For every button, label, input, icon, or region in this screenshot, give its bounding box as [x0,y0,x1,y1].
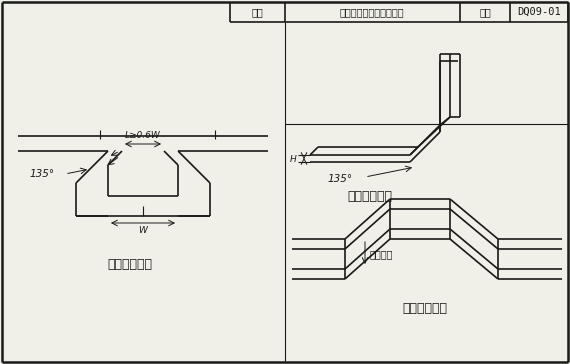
Text: L≥0.6W: L≥0.6W [125,131,161,140]
Text: 135°: 135° [327,174,353,184]
Text: H: H [289,154,296,163]
Text: DQ09-01: DQ09-01 [517,7,561,17]
Text: 槽架垂直弯头: 槽架垂直弯头 [348,190,393,202]
Text: 翻弯角度: 翻弯角度 [370,249,393,259]
Text: 135°: 135° [30,169,55,179]
Text: 图号: 图号 [479,7,491,17]
Text: 图名: 图名 [251,7,263,17]
Text: 电缆桥架变向处连接做法: 电缆桥架变向处连接做法 [340,7,404,17]
Text: 槽架水平三通: 槽架水平三通 [108,257,153,270]
Text: 槽架水平齿弯: 槽架水平齿弯 [402,302,447,316]
Text: W: W [139,226,148,235]
